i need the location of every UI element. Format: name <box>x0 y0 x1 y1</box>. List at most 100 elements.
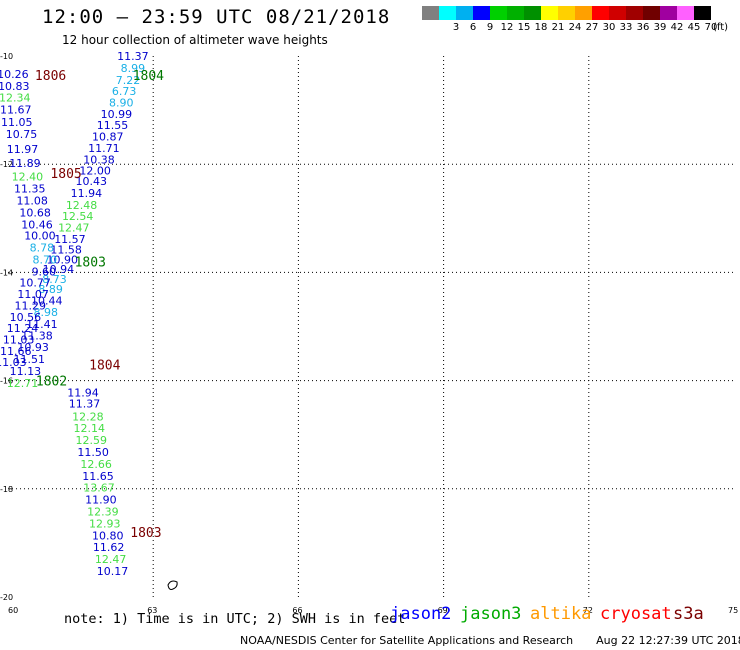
island-outline <box>167 580 178 590</box>
wave-height-value: 10.43 <box>75 175 107 188</box>
wave-height-value: 12.39 <box>87 506 119 519</box>
wave-height-value: 10.94 <box>43 263 75 276</box>
colorbar-swatch <box>694 6 711 20</box>
map-title: 12:00 – 23:59 UTC 08/21/2018 <box>42 6 391 28</box>
wave-height-value: 10.83 <box>0 80 30 93</box>
wave-height-value: 10.38 <box>83 153 115 166</box>
wave-height-value: 11.89 <box>9 157 41 170</box>
wave-height-value: 9.60 <box>32 265 57 278</box>
colorbar-label: 15 <box>517 22 531 33</box>
wave-height-value: 11.90 <box>85 494 117 507</box>
wave-height-value: 11.03 <box>0 356 27 369</box>
wave-height-value: 6.73 <box>112 85 137 98</box>
colorbar-label: 12 <box>500 22 514 33</box>
colorbar-swatch <box>660 6 677 20</box>
wave-height-value: 11.66 <box>0 345 31 358</box>
wave-height-value: 10.75 <box>6 128 38 141</box>
lat-tick-label: -16 <box>0 377 13 386</box>
lon-tick-label: 72 <box>583 606 593 615</box>
colorbar-label: 6 <box>469 22 477 33</box>
lon-tick-label: 60 <box>8 606 18 615</box>
colorbar-label: 3 <box>452 22 460 33</box>
wave-height-value: 11.35 <box>14 183 46 196</box>
wave-height-value: 11.67 <box>0 104 31 117</box>
credit-line: NOAA/NESDIS Center for Satellite Applica… <box>240 634 740 647</box>
wave-height-value: 11.08 <box>16 194 48 207</box>
colorbar-swatch <box>422 6 439 20</box>
wave-height-value: 11.37 <box>117 50 149 63</box>
pass-time-label: 1804 <box>133 69 164 84</box>
pass-time-label: 1804 <box>89 358 120 373</box>
colorbar-unit: (ft) <box>713 22 729 33</box>
wave-height-value: 11.50 <box>77 446 109 459</box>
colorbar-swatch <box>677 6 694 20</box>
wave-height-value: 13.67 <box>83 482 115 495</box>
wave-height-value: 12.40 <box>12 171 44 184</box>
wave-height-value: 11.37 <box>69 397 101 410</box>
colorbar-label: 70 <box>704 22 718 33</box>
wave-height-value: 10.46 <box>21 218 53 231</box>
colorbar-swatch <box>592 6 609 20</box>
lon-tick-label: 66 <box>292 606 302 615</box>
wave-height-value: 10.56 <box>10 311 42 324</box>
wave-height-value: 12.59 <box>75 434 107 447</box>
colorbar-swatch <box>456 6 473 20</box>
lat-tick-label: -18 <box>0 485 13 494</box>
colorbar-label: 9 <box>486 22 494 33</box>
lon-tick-label: 75 <box>728 606 738 615</box>
wave-height-value: 11.05 <box>1 116 33 129</box>
wave-height-value: 11.58 <box>50 244 82 257</box>
wave-height-value: 11.13 <box>10 365 42 378</box>
wave-height-value: 8.78 <box>30 242 55 255</box>
colorbar-label: 36 <box>636 22 650 33</box>
wave-height-value: 11.94 <box>67 387 99 400</box>
credit-timestamp: Aug 22 12:27:39 UTC 2018 <box>596 634 740 647</box>
wave-height-value: 10.68 <box>19 206 51 219</box>
wave-height-value: 11.03 <box>3 333 35 346</box>
colorbar-label: 33 <box>619 22 633 33</box>
wave-height-value: 8.70 <box>33 253 58 266</box>
legend-s3a: s3a <box>673 604 704 624</box>
colorbar-label: 39 <box>653 22 667 33</box>
satellite-legend: jason2 jason3 altika cryosat s3a <box>0 604 740 628</box>
lon-tick-label: 69 <box>438 606 448 615</box>
colorbar-swatch <box>541 6 558 20</box>
wave-height-value: 10.17 <box>97 565 129 578</box>
wave-height-value: 10.93 <box>17 341 49 354</box>
wave-height-value: 12.66 <box>80 458 112 471</box>
colorbar-swatch <box>609 6 626 20</box>
note-text: note: 1) Time is in UTC; 2) SWH is in fe… <box>64 611 406 627</box>
colorbar-swatch <box>490 6 507 20</box>
wave-height-value: 12.93 <box>89 517 121 530</box>
colorbar-swatch <box>626 6 643 20</box>
wave-height-value: 12.47 <box>95 553 127 566</box>
credit-org: NOAA/NESDIS Center for Satellite Applica… <box>240 634 574 647</box>
wave-height-value: 12.48 <box>66 199 98 212</box>
wave-height-value: 11.71 <box>88 142 120 155</box>
wave-height-value: 10.77 <box>19 277 51 290</box>
wave-height-value: 11.38 <box>21 330 53 343</box>
wave-height-value: 10.87 <box>92 131 124 144</box>
map-subtitle: 12 hour collection of altimeter wave hei… <box>62 33 328 47</box>
wave-height-value: 11.57 <box>54 233 86 246</box>
wave-height-value: 12.34 <box>0 92 31 105</box>
colorbar-swatch <box>524 6 541 20</box>
wave-height-value: 8.99 <box>121 62 146 75</box>
pass-time-label: 1803 <box>130 526 161 541</box>
colorbar-swatch <box>473 6 490 20</box>
pass-time-label: 1805 <box>50 167 81 182</box>
wave-height-value: 11.65 <box>82 470 114 483</box>
wave-height-value: 12.00 <box>79 165 111 178</box>
colorbar-label: 30 <box>602 22 616 33</box>
wave-height-value: 10.80 <box>92 529 124 542</box>
wave-height-value: 11.55 <box>97 119 129 132</box>
lon-tick-label: 63 <box>147 606 157 615</box>
lat-tick-label: -14 <box>0 268 13 277</box>
legend-altika: altika <box>530 604 592 624</box>
wave-height-value: 8.90 <box>109 97 134 110</box>
wave-height-value: 12.54 <box>62 210 94 223</box>
lat-tick-label: -20 <box>0 593 13 602</box>
wave-height-value: 11.07 <box>17 288 49 301</box>
legend-cryosat: cryosat <box>600 604 672 624</box>
